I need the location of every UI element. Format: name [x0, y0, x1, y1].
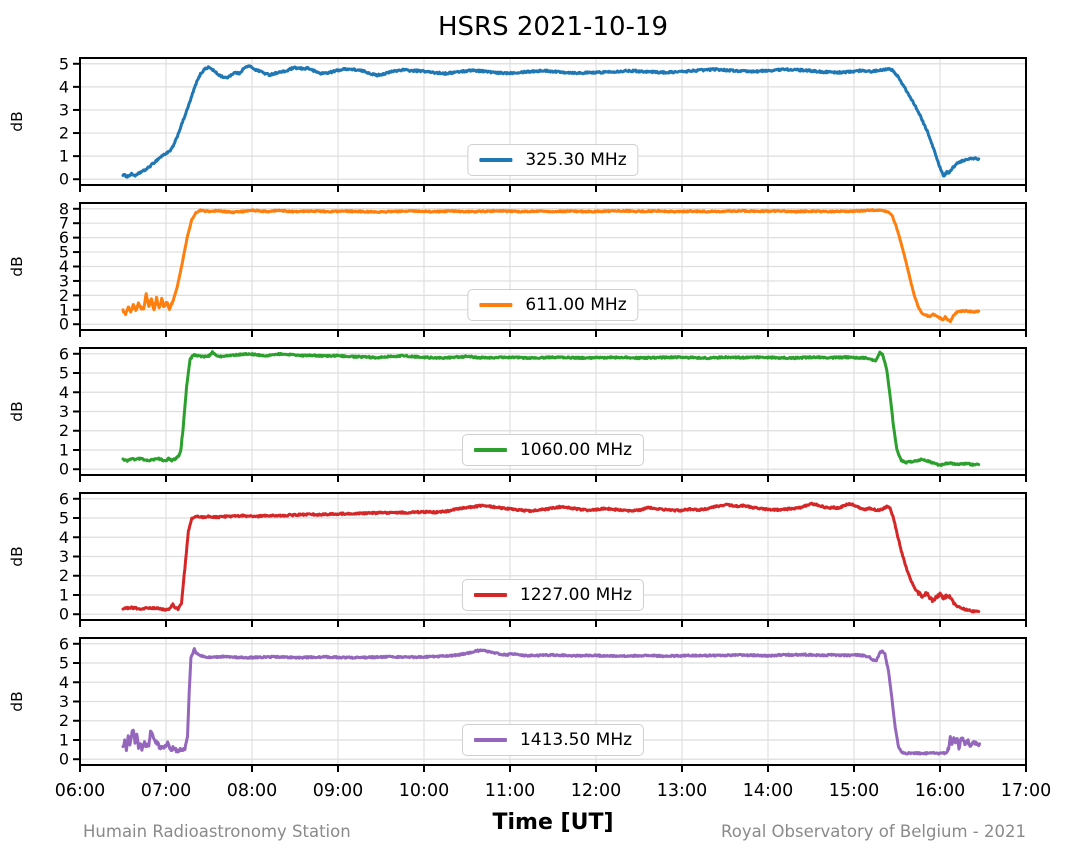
- y-tick-label: 3: [59, 271, 69, 290]
- y-tick-label: 4: [59, 673, 69, 692]
- series-line-1060.00-MHz: [121, 350, 981, 468]
- y-tick-label: 0: [59, 315, 69, 334]
- y-tick-label: 5: [59, 364, 69, 383]
- y-tick-label: 4: [59, 383, 69, 402]
- station-credit: Humain Radioastronomy Station: [83, 822, 351, 841]
- legend-line-sample: [473, 593, 507, 597]
- panel-frame: [79, 57, 1027, 186]
- x-tick-label: 07:00: [141, 781, 191, 801]
- y-axis-title: dB: [8, 546, 26, 566]
- y-tick-label: 6: [59, 228, 69, 247]
- y-tick-label: 1: [59, 730, 69, 749]
- y-tick-label: 3: [59, 100, 69, 119]
- x-tick-label: 08:00: [227, 781, 277, 801]
- legend-line-sample: [473, 738, 507, 742]
- legend-label: 1060.00 MHz: [519, 440, 633, 460]
- y-tick-label: 3: [59, 402, 69, 421]
- observatory-credit: Royal Observatory of Belgium - 2021: [721, 822, 1026, 841]
- legend-label: 325.30 MHz: [525, 150, 627, 170]
- series-line-611.00-MHz: [121, 208, 981, 324]
- x-tick-label: 13:00: [657, 781, 707, 801]
- x-tick-label: 10:00: [399, 781, 449, 801]
- y-tick-label: 2: [59, 286, 69, 305]
- panel-frame: [79, 347, 1027, 476]
- y-tick-label: 5: [59, 243, 69, 262]
- x-tick-label: 15:00: [829, 781, 879, 801]
- legend: 1413.50 MHz: [461, 724, 645, 756]
- y-tick-label: 8: [59, 199, 69, 218]
- legend: 611.00 MHz: [467, 289, 639, 321]
- y-axis-title: dB: [8, 256, 26, 276]
- legend-label: 611.00 MHz: [525, 295, 627, 315]
- legend: 1060.00 MHz: [461, 434, 645, 466]
- legend-line-sample: [473, 448, 507, 452]
- y-axis-title: dB: [8, 691, 26, 711]
- x-axis-title: Time [UT]: [492, 810, 614, 835]
- legend-label: 1413.50 MHz: [519, 730, 633, 750]
- x-tick-label: 06:00: [55, 781, 105, 801]
- y-tick-label: 0: [59, 605, 69, 624]
- x-tick-label: 16:00: [915, 781, 965, 801]
- y-tick-label: 5: [59, 54, 69, 73]
- y-tick-label: 4: [59, 528, 69, 547]
- series-line-1413.50-MHz: [121, 647, 982, 756]
- y-tick-label: 6: [59, 344, 69, 363]
- series-line-325.30-MHz: [121, 64, 981, 179]
- y-tick-label: 6: [59, 489, 69, 508]
- y-tick-label: 3: [59, 692, 69, 711]
- y-tick-label: 2: [59, 124, 69, 143]
- y-axis-title: dB: [8, 401, 26, 421]
- y-axis-title: dB: [8, 111, 26, 131]
- y-tick-label: 0: [59, 750, 69, 769]
- y-tick-label: 1: [59, 300, 69, 319]
- y-tick-label: 0: [59, 170, 69, 189]
- panel-frame: [79, 202, 1027, 331]
- y-tick-label: 2: [59, 711, 69, 730]
- y-tick-label: 4: [59, 257, 69, 276]
- legend-line-sample: [479, 158, 513, 162]
- legend-line-sample: [479, 303, 513, 307]
- y-tick-label: 0: [59, 460, 69, 479]
- y-tick-label: 5: [59, 654, 69, 673]
- y-tick-label: 1: [59, 147, 69, 166]
- x-tick-label: 11:00: [485, 781, 535, 801]
- y-tick-label: 6: [59, 634, 69, 653]
- y-tick-label: 1: [59, 440, 69, 459]
- chart-title: HSRS 2021-10-19: [438, 12, 668, 42]
- y-tick-label: 5: [59, 509, 69, 528]
- series-line-1227.00-MHz: [121, 501, 981, 614]
- y-tick-label: 2: [59, 421, 69, 440]
- legend-label: 1227.00 MHz: [519, 585, 633, 605]
- y-tick-label: 4: [59, 77, 69, 96]
- y-tick-label: 7: [59, 214, 69, 233]
- x-tick-label: 09:00: [313, 781, 363, 801]
- legend: 1227.00 MHz: [461, 579, 645, 611]
- x-tick-label: 17:00: [1001, 781, 1051, 801]
- y-tick-label: 2: [59, 566, 69, 585]
- x-tick-label: 12:00: [571, 781, 621, 801]
- legend: 325.30 MHz: [467, 144, 639, 176]
- panel-frame: [79, 492, 1027, 621]
- x-tick-label: 14:00: [743, 781, 793, 801]
- y-tick-label: 3: [59, 547, 69, 566]
- panel-frame: [79, 637, 1027, 766]
- y-tick-label: 1: [59, 585, 69, 604]
